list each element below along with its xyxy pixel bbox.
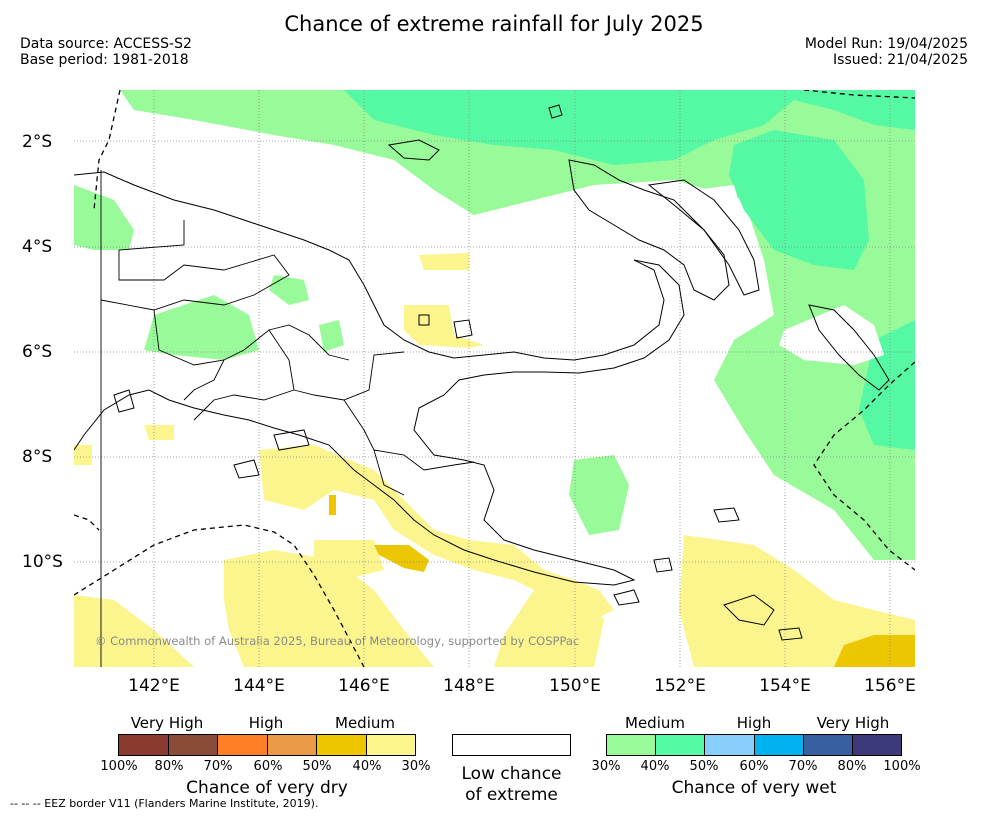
wet-medium-areas (74, 90, 915, 560)
data-source-text: Data source: ACCESS-S2 (20, 36, 192, 52)
legend-dry-medium: Medium (335, 714, 395, 732)
legend-wet-pct-70: 70% (788, 759, 818, 774)
legend-dry-pct-60: 60% (253, 759, 283, 774)
legend-wet-pct-60: 60% (739, 759, 769, 774)
lat-label-4s: 4°S (22, 237, 53, 257)
lon-label-148e: 148°E (443, 676, 495, 696)
lon-label-150e: 150°E (549, 676, 601, 696)
lon-label-156e: 156°E (864, 676, 916, 696)
legend-wet-high: High (736, 714, 772, 732)
legend-dry-high: High (248, 714, 284, 732)
legend-wet-swatch-3 (705, 735, 755, 755)
legend-wet-medium: Medium (625, 714, 685, 732)
base-period-text: Base period: 1981-2018 (20, 52, 189, 68)
legend-wet-swatch-5 (803, 735, 853, 755)
legend-dry-swatch-3 (218, 735, 268, 755)
legend-wet-swatch-6 (852, 735, 902, 755)
legend-wet-pct-30: 30% (591, 759, 621, 774)
province-borders (100, 170, 475, 667)
copyright-credit: © Commonwealth of Australia 2025, Bureau… (95, 634, 580, 648)
legend-low-line2: of extreme (465, 785, 558, 805)
eez-footnote: -- -- -- EEZ border V11 (Flanders Marine… (10, 797, 319, 810)
legend-dry-pct-40: 40% (352, 759, 382, 774)
legend-wet-swatch-2 (656, 735, 706, 755)
legend-wet-pct-40: 40% (640, 759, 670, 774)
legend-dry-swatch-4 (267, 735, 317, 755)
dry-medium-high-areas (329, 495, 915, 667)
legend-dry-swatch-5 (317, 735, 367, 755)
legend-wet-colorbar (606, 734, 902, 756)
legend-dry-swatch-2 (168, 735, 218, 755)
legend-low-line1: Low chance (461, 764, 562, 784)
rainfall-map (74, 90, 915, 667)
lon-label-146e: 146°E (338, 676, 390, 696)
legend-wet-very-high: Very High (816, 714, 890, 732)
lon-label-144e: 144°E (233, 676, 285, 696)
legend-dry-swatch-6 (366, 735, 415, 755)
legend-wet-title: Chance of very wet (671, 778, 837, 798)
lat-label-10s: 10°S (22, 552, 63, 572)
eez-borders (74, 90, 915, 667)
legend-wet-swatch-1 (607, 735, 657, 755)
legend-dry-pct-30: 30% (401, 759, 431, 774)
legend-wet-pct-100: 100% (883, 759, 921, 774)
lon-label-142e: 142°E (128, 676, 180, 696)
lat-label-2s: 2°S (22, 132, 53, 152)
lat-label-6s: 6°S (22, 342, 53, 362)
legend-dry-colorbar (118, 734, 416, 756)
legend-dry-pct-70: 70% (203, 759, 233, 774)
legend-dry-pct-100: 100% (100, 759, 138, 774)
legend-wet-pct-80: 80% (837, 759, 867, 774)
model-run-text: Model Run: 19/04/2025 (804, 36, 968, 52)
legend-low-swatch (452, 734, 571, 756)
lon-label-152e: 152°E (654, 676, 706, 696)
legend-wet-swatch-4 (754, 735, 804, 755)
legend-dry-pct-50: 50% (302, 759, 332, 774)
legend-dry-swatch-1 (119, 735, 169, 755)
legend-wet-pct-50: 50% (689, 759, 719, 774)
lat-label-8s: 8°S (22, 447, 53, 467)
lon-label-154e: 154°E (759, 676, 811, 696)
map-title: Chance of extreme rainfall for July 2025 (284, 12, 704, 36)
map-panel (74, 90, 915, 667)
graticule (74, 90, 915, 667)
coastlines (74, 104, 890, 641)
dry-medium-areas (74, 253, 915, 667)
legend-dry-pct-80: 80% (154, 759, 184, 774)
legend-dry-title: Chance of very dry (186, 778, 348, 798)
issued-text: Issued: 21/04/2025 (833, 52, 968, 68)
legend-dry-very-high: Very High (130, 714, 204, 732)
